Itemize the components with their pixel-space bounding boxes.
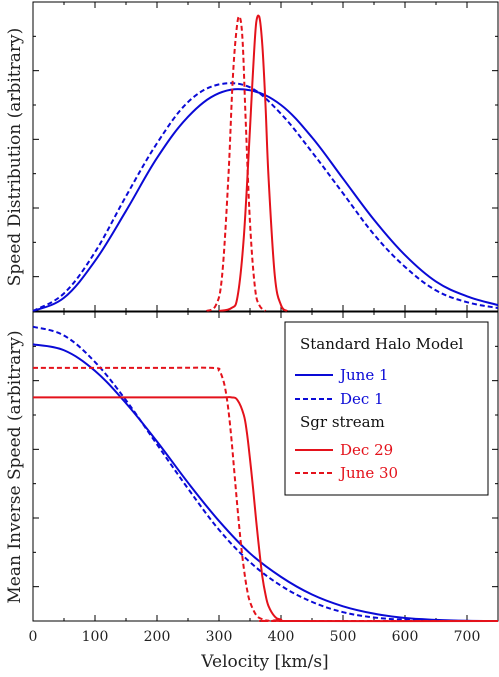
legend: Standard Halo Model June 1 Dec 1 Sgr str…	[284, 321, 489, 496]
top-plot-frame	[32, 1, 499, 312]
series-line-top-dec-29	[218, 14, 288, 312]
series-line-top-dec-1	[32, 82, 499, 312]
top-tick-marks	[32, 2, 499, 311]
legend-entry-june-1: June 1	[338, 366, 389, 384]
legend-box	[284, 321, 489, 496]
series-line-bottom-dec-1	[32, 325, 499, 623]
legend-entry-dec-29: Dec 29	[340, 441, 393, 459]
legend-group-title-sgr: Sgr stream	[300, 413, 385, 431]
series-line-top-june-30	[206, 15, 267, 312]
x-tick-label-300: 300	[206, 629, 233, 645]
top-panel: Speed Distribution (arbitrary)	[5, 1, 499, 312]
x-axis-label: Velocity [km/s]	[200, 652, 328, 672]
series-line-bottom-june-1	[32, 343, 499, 622]
series-line-bottom-june-30	[33, 366, 499, 623]
x-tick-label-400: 400	[268, 629, 295, 645]
legend-entry-june-30: June 30	[338, 464, 398, 482]
x-tick-label-100: 100	[82, 629, 109, 645]
x-tick-label-200: 200	[144, 629, 171, 645]
bottom-series	[32, 325, 499, 623]
top-series	[32, 14, 499, 312]
bottom-panel: 0 100 200 300 400 500 600 700 Mean Inverse Spee…	[5, 311, 499, 672]
x-tick-label-0: 0	[29, 629, 38, 645]
legend-entry-dec-1: Dec 1	[340, 390, 384, 408]
x-tick-label-600: 600	[392, 629, 419, 645]
x-tick-label-700: 700	[454, 629, 481, 645]
x-tick-label-500: 500	[330, 629, 357, 645]
top-y-axis-label: Speed Distribution (arbitrary)	[5, 28, 25, 286]
bottom-y-axis-label: Mean Inverse Speed (arbitrary)	[5, 330, 25, 603]
legend-group-title-halo: Standard Halo Model	[300, 335, 463, 353]
series-line-bottom-dec-29	[32, 396, 499, 623]
x-tick-labels: 0 100 200 300 400 500 600 700	[29, 629, 481, 645]
